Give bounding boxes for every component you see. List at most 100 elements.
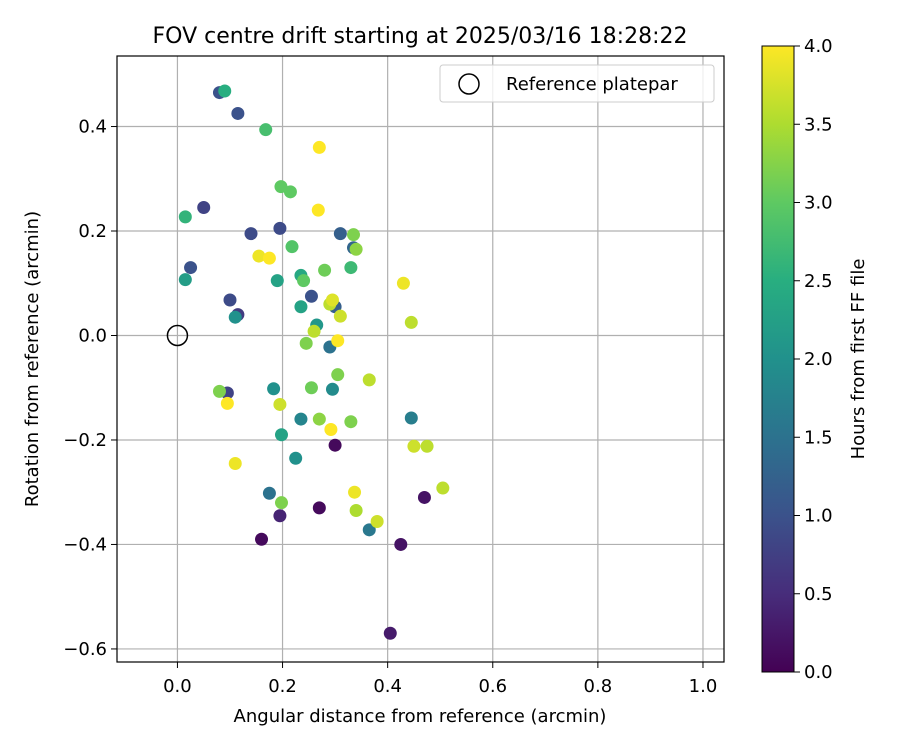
x-tick-label: 0.4 [373,676,402,697]
data-point [362,523,376,537]
y-tick-label: 0.4 [78,117,107,138]
colorbar-tick-label: 0.5 [804,584,833,605]
data-point [273,509,287,523]
legend-reference-label: Reference platepar [506,74,678,95]
data-point [267,382,281,396]
x-axis-ticks: 0.0 0.2 0.4 0.6 0.8 1.0 [163,662,717,697]
y-axis-label: Rotation from reference (arcmin) [22,211,43,507]
x-tick-label: 0.0 [163,676,192,697]
data-point [436,481,450,495]
data-point [344,261,358,275]
data-point [349,242,363,256]
data-point [297,274,311,288]
data-points [178,84,450,640]
y-axis-ticks: −0.6 −0.4 −0.2 0.0 0.2 0.4 [63,117,117,660]
colorbar-tick-label: 2.5 [804,271,833,292]
data-point [231,106,245,120]
data-point [273,397,287,411]
data-point [333,309,347,323]
colorbar-tick-label: 1.0 [804,506,833,527]
y-tick-label: 0.2 [78,221,107,242]
legend-reference-marker [458,73,480,95]
data-point [197,201,211,214]
data-point [273,221,287,235]
data-point [178,210,192,224]
colorbar-tick-label: 0.0 [804,662,833,683]
colorbar-ticks: 0.0 0.5 1.0 1.5 2.0 2.5 3.0 3.5 4.0 [794,36,833,683]
y-tick-label: 0.0 [78,325,107,346]
colorbar: 0.0 0.5 1.0 1.5 2.0 2.5 3.0 3.5 4.0 Hours from f… [761,36,869,683]
x-axis-label: Angular distance from reference (arcmin) [234,706,607,727]
colorbar-tick-label: 4.0 [804,36,833,57]
data-point [299,336,313,350]
data-point [349,504,363,517]
data-point [404,315,418,329]
data-point [348,485,362,499]
data-point [318,263,332,277]
data-point [324,423,338,437]
data-point [304,381,318,395]
x-tick-label: 0.6 [478,676,507,697]
data-point [294,300,308,314]
data-point [274,496,288,510]
data-point [312,140,326,154]
data-point [325,382,339,396]
y-tick-label: −0.6 [63,639,107,660]
data-point [228,310,242,324]
data-point [325,293,339,307]
x-tick-label: 0.2 [268,676,297,697]
data-point [346,228,360,242]
y-tick-label: −0.2 [63,430,107,451]
data-point [312,501,326,515]
data-point [244,227,258,241]
data-point [417,490,431,504]
data-point [311,203,325,217]
data-point [344,415,358,429]
colorbar-tick-label: 3.0 [804,193,833,214]
data-point [331,334,345,348]
data-point [383,626,397,640]
colorbar-tick-label: 1.5 [804,427,833,448]
data-point [178,273,192,287]
plot-frame [116,55,725,663]
colorbar-tick-label: 2.0 [804,349,833,370]
data-point [270,274,284,288]
data-point [289,451,303,465]
data-point [184,261,198,275]
data-point [394,537,408,551]
data-point [404,411,418,425]
colorbar-label: Hours from first FF file [848,259,869,460]
colorbar-tick-label: 3.5 [804,114,833,135]
data-point [255,532,269,546]
y-tick-label: −0.4 [63,534,107,555]
data-point [396,276,410,290]
data-point [274,180,288,194]
data-point [407,439,421,453]
data-point [223,293,237,307]
data-point [252,249,266,263]
data-point [312,412,326,426]
data-point [259,123,273,137]
data-point [274,428,288,442]
chart-title: FOV centre drift starting at 2025/03/16 … [153,24,688,49]
x-tick-label: 1.0 [689,676,718,697]
legend: Reference platepar [439,64,715,103]
legend-box [439,64,715,103]
data-point [212,384,226,398]
data-point [328,438,342,452]
colorbar-gradient [761,45,795,673]
data-point [307,324,321,338]
data-point [331,368,345,382]
data-point [220,396,234,410]
data-point [304,289,318,303]
data-point [420,439,434,453]
data-point [370,514,384,528]
data-point [333,227,347,241]
grid [117,56,724,662]
data-point [228,456,242,470]
reference-platepar-marker [166,324,189,347]
data-point [362,373,376,387]
data-point [294,412,308,426]
